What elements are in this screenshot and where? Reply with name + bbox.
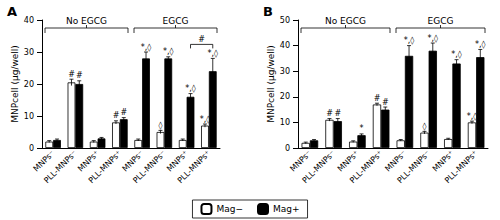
svg-text:PLL-MNPs⁺: PLL-MNPs⁺	[443, 149, 479, 185]
svg-text:50: 50	[280, 16, 290, 25]
svg-text:Mag−: Mag−	[216, 204, 243, 214]
svg-text:20: 20	[280, 92, 290, 101]
svg-text:#: #	[334, 109, 341, 118]
svg-text:40: 40	[280, 41, 290, 50]
svg-text:MNPcell (µg/well): MNPcell (µg/well)	[10, 45, 20, 123]
svg-text:*,◊: *,◊	[428, 34, 439, 43]
svg-text:EGCG: EGCG	[428, 16, 454, 26]
svg-text:0: 0	[29, 144, 34, 153]
svg-text:#: #	[76, 71, 83, 80]
svg-text:*,◊: *,◊	[163, 47, 174, 56]
svg-text:#: #	[382, 98, 389, 107]
svg-text:No EGCG: No EGCG	[325, 16, 366, 26]
svg-text:B: B	[263, 4, 273, 19]
svg-text:0: 0	[285, 144, 290, 153]
svg-text:PLL-MNPs⁺: PLL-MNPs⁺	[176, 149, 212, 185]
svg-text:MNPcell (µg/well): MNPcell (µg/well)	[266, 45, 276, 123]
svg-text:◊: ◊	[422, 122, 426, 131]
svg-text:PLL-MNPs⁻: PLL-MNPs⁻	[42, 149, 78, 185]
svg-text:EGCG: EGCG	[163, 16, 189, 26]
svg-text:*,◊: *,◊	[200, 115, 211, 124]
svg-text:Mag+: Mag+	[273, 204, 300, 214]
svg-text:#: #	[374, 94, 381, 103]
svg-text:*,◊: *,◊	[208, 49, 219, 58]
svg-text:30: 30	[24, 48, 34, 57]
svg-text:*,◊: *,◊	[475, 40, 486, 49]
svg-text:*,◊: *,◊	[141, 43, 152, 52]
svg-text:#: #	[68, 70, 75, 79]
svg-text:20: 20	[24, 80, 34, 89]
svg-text:10: 10	[280, 118, 290, 127]
svg-text:*,◊: *,◊	[185, 84, 196, 93]
svg-text:#: #	[113, 111, 120, 120]
svg-text:*,◊: *,◊	[404, 36, 415, 45]
svg-text:A: A	[7, 4, 17, 19]
svg-text:PLL-MNPs⁺: PLL-MNPs⁺	[87, 149, 123, 185]
svg-text:PLL-MNPs⁺: PLL-MNPs⁺	[348, 149, 384, 185]
svg-text:#: #	[120, 108, 127, 117]
svg-text:◊: ◊	[159, 121, 163, 130]
svg-text:PLL-MNPs⁻: PLL-MNPs⁻	[131, 149, 167, 185]
svg-text:10: 10	[24, 112, 34, 121]
svg-text:*,◊: *,◊	[467, 112, 478, 121]
svg-text:PLL-MNPs⁻: PLL-MNPs⁻	[300, 149, 336, 185]
svg-text:PLL-MNPs⁻: PLL-MNPs⁻	[395, 149, 431, 185]
svg-text:*: *	[360, 124, 364, 133]
svg-text:#: #	[326, 109, 333, 118]
svg-text:#: #	[198, 35, 205, 44]
svg-text:40: 40	[24, 16, 34, 25]
svg-text:No EGCG: No EGCG	[66, 16, 107, 26]
svg-text:*,◊: *,◊	[451, 50, 462, 59]
svg-text:30: 30	[280, 67, 290, 76]
